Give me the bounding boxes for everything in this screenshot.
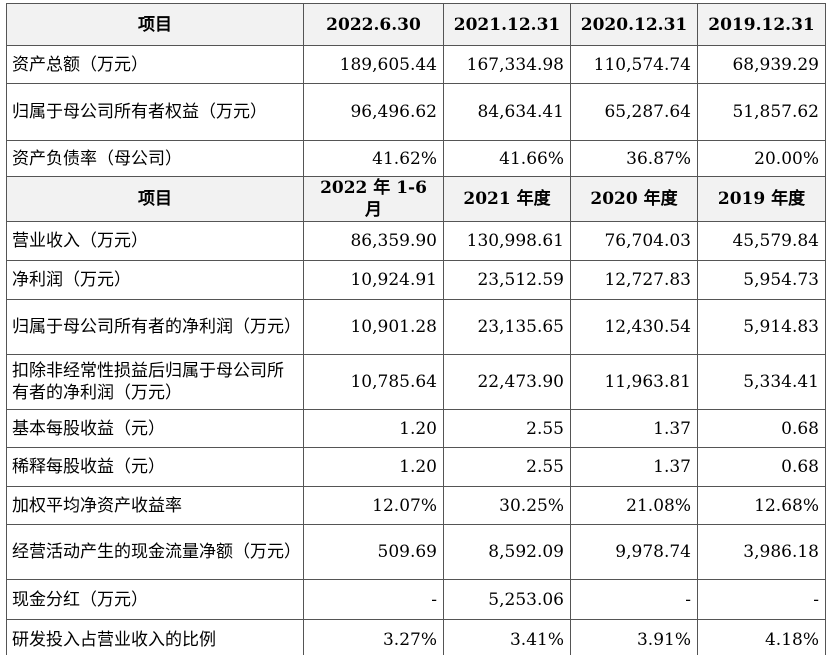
value-cell: 3.27% (303, 619, 444, 655)
value-cell: 5,954.73 (697, 260, 826, 300)
row-label: 基本每股收益（元） (6, 409, 304, 448)
value-cell: - (697, 579, 826, 620)
value-cell: 10,785.64 (303, 354, 444, 410)
value-cell: 41.66% (443, 140, 571, 177)
value-cell: 45,579.84 (697, 221, 826, 261)
value-cell: 509.69 (303, 524, 444, 580)
data-row: 扣除非经常性损益后归属于母公司所有者的净利润（万元） 10,785.64 22,47… (6, 354, 826, 410)
table-body: 项目 2022.6.30 2021.12.31 2020.12.31 2019.12.3… (6, 3, 826, 655)
value-cell: 4.18% (697, 619, 826, 655)
header-cell: 2019.12.31 (697, 3, 826, 46)
data-row: 净利润（万元） 10,924.91 23,512.59 12,727.83 5,954.… (6, 260, 826, 300)
value-cell: 2.55 (443, 447, 571, 487)
header-cell: 项目 (6, 176, 304, 222)
header-cell: 2021.12.31 (443, 3, 571, 46)
value-cell: 12.07% (303, 486, 444, 525)
header-cell: 2020 年度 (570, 176, 698, 222)
header-row: 项目 2022.6.30 2021.12.31 2020.12.31 2019.12.3… (6, 3, 826, 46)
row-label: 研发投入占营业收入的比例 (6, 619, 304, 655)
value-cell: 23,512.59 (443, 260, 571, 300)
row-label: 资产总额（万元） (6, 45, 304, 84)
value-cell: 1.37 (570, 409, 698, 448)
value-cell: 1.20 (303, 409, 444, 448)
value-cell: 3,986.18 (697, 524, 826, 580)
value-cell: 189,605.44 (303, 45, 444, 84)
value-cell: 3.91% (570, 619, 698, 655)
row-label: 经营活动产生的现金流量净额（万元） (6, 524, 304, 580)
value-cell: 1.20 (303, 447, 444, 487)
value-cell: 8,592.09 (443, 524, 571, 580)
value-cell: - (303, 579, 444, 620)
value-cell: 10,924.91 (303, 260, 444, 300)
value-cell: 23,135.65 (443, 299, 571, 355)
value-cell: 167,334.98 (443, 45, 571, 84)
header-cell: 2019 年度 (697, 176, 826, 222)
header-cell: 2020.12.31 (570, 3, 698, 46)
value-cell: 11,963.81 (570, 354, 698, 410)
data-row: 营业收入（万元） 86,359.90 130,998.61 76,704.03 45,5… (6, 221, 826, 261)
value-cell: 76,704.03 (570, 221, 698, 261)
value-cell: 5,253.06 (443, 579, 571, 620)
value-cell: 86,359.90 (303, 221, 444, 261)
value-cell: 0.68 (697, 409, 826, 448)
row-label: 加权平均净资产收益率 (6, 486, 304, 525)
row-label: 资产负债率（母公司） (6, 140, 304, 177)
data-row: 研发投入占营业收入的比例 3.27% 3.41% 3.91% 4.18% (6, 619, 826, 655)
data-row: 资产负债率（母公司） 41.62% 41.66% 36.87% 20.00% (6, 140, 826, 177)
value-cell: 96,496.62 (303, 83, 444, 141)
value-cell: 21.08% (570, 486, 698, 525)
data-row: 基本每股收益（元） 1.20 2.55 1.37 0.68 (6, 409, 826, 448)
value-cell: 12.68% (697, 486, 826, 525)
value-cell: 20.00% (697, 140, 826, 177)
value-cell: 68,939.29 (697, 45, 826, 84)
financial-table: 项目 2022.6.30 2021.12.31 2020.12.31 2019.12.3… (6, 3, 826, 655)
value-cell: 36.87% (570, 140, 698, 177)
header-cell: 项目 (6, 3, 304, 46)
value-cell: - (570, 579, 698, 620)
value-cell: 2.55 (443, 409, 571, 448)
value-cell: 0.68 (697, 447, 826, 487)
row-label: 归属于母公司所有者的净利润（万元） (6, 299, 304, 355)
data-row: 归属于母公司所有者的净利润（万元） 10,901.28 23,135.65 12,43… (6, 299, 826, 355)
row-label: 现金分红（万元） (6, 579, 304, 620)
value-cell: 110,574.74 (570, 45, 698, 84)
value-cell: 65,287.64 (570, 83, 698, 141)
value-cell: 10,901.28 (303, 299, 444, 355)
row-label: 净利润（万元） (6, 260, 304, 300)
data-row: 加权平均净资产收益率 12.07% 30.25% 21.08% 12.68% (6, 486, 826, 525)
value-cell: 9,978.74 (570, 524, 698, 580)
data-row: 现金分红（万元） -5,253.06- - (6, 579, 826, 620)
value-cell: 41.62% (303, 140, 444, 177)
value-cell: 12,727.83 (570, 260, 698, 300)
value-cell: 51,857.62 (697, 83, 826, 141)
row-label: 扣除非经常性损益后归属于母公司所有者的净利润（万元） (6, 354, 304, 410)
value-cell: 3.41% (443, 619, 571, 655)
value-cell: 30.25% (443, 486, 571, 525)
row-label: 归属于母公司所有者权益（万元） (6, 83, 304, 141)
header-cell: 2021 年度 (443, 176, 571, 222)
row-label: 稀释每股收益（元） (6, 447, 304, 487)
value-cell: 84,634.41 (443, 83, 571, 141)
data-row: 资产总额（万元） 189,605.44 167,334.98 110,574.74 68… (6, 45, 826, 84)
header-cell: 2022.6.30 (303, 3, 444, 46)
value-cell: 22,473.90 (443, 354, 571, 410)
value-cell: 5,334.41 (697, 354, 826, 410)
header-row: 项目 2022 年 1-6 月 2021 年度 2020 年度 2019 年度 (6, 176, 826, 222)
value-cell: 5,914.83 (697, 299, 826, 355)
value-cell: 12,430.54 (570, 299, 698, 355)
data-row: 归属于母公司所有者权益（万元） 96,496.62 84,634.41 65,287.… (6, 83, 826, 141)
value-cell: 130,998.61 (443, 221, 571, 261)
row-label: 营业收入（万元） (6, 221, 304, 261)
data-row: 稀释每股收益（元） 1.20 2.55 1.37 0.68 (6, 447, 826, 487)
data-row: 经营活动产生的现金流量净额（万元） 509.69 8,592.09 9,978.74 3… (6, 524, 826, 580)
value-cell: 1.37 (570, 447, 698, 487)
header-cell: 2022 年 1-6 月 (303, 176, 444, 222)
